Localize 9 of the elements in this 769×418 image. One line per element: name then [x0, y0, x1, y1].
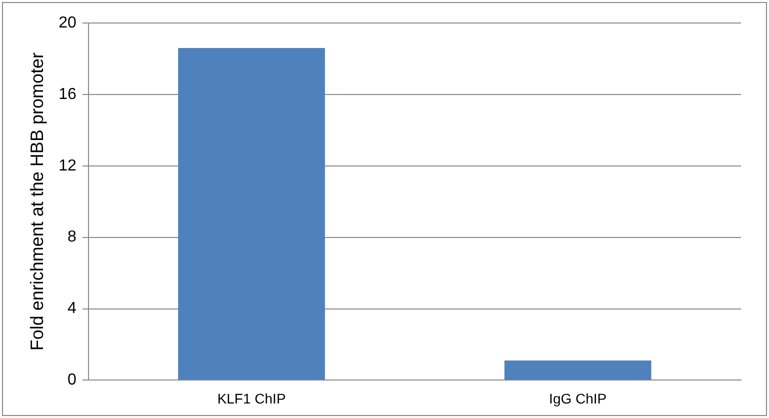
y-tick-label: 12: [58, 157, 76, 174]
y-tick-label: 8: [67, 228, 76, 246]
y-axis-title: Fold enrichment at the HBB promoter: [26, 52, 47, 351]
y-tick-label: 20: [58, 14, 76, 32]
y-tick-label: 0: [67, 372, 76, 389]
x-tick-label: IgG ChIP: [549, 390, 607, 406]
y-tick-label: 4: [67, 300, 76, 318]
x-tick-label: KLF1 ChIP: [217, 390, 286, 406]
y-tick-label: 16: [58, 86, 76, 103]
